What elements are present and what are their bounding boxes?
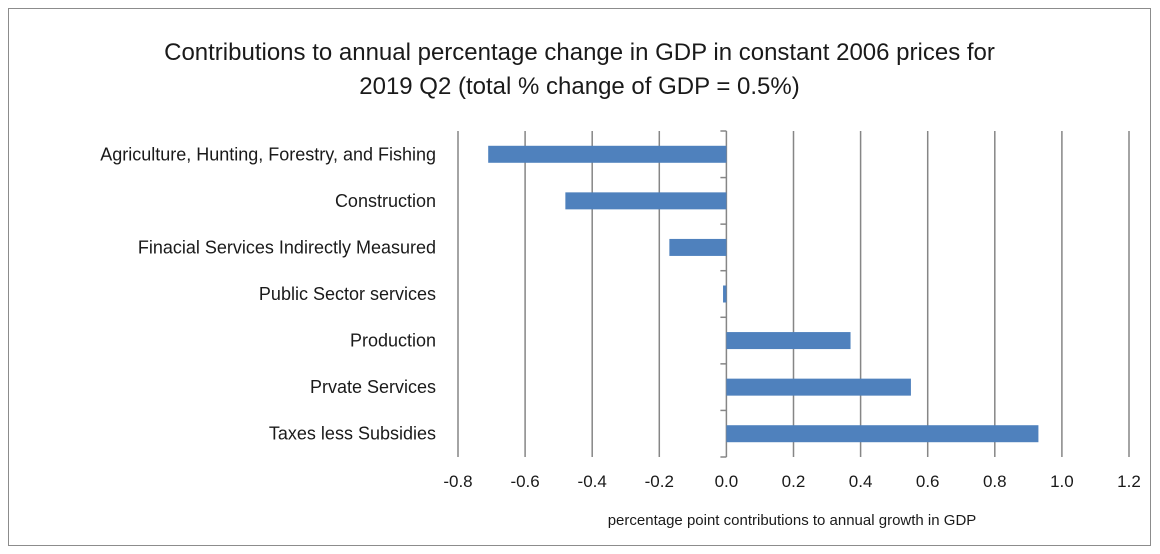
bar — [488, 145, 727, 163]
x-tick-label: -0.2 — [645, 472, 674, 491]
x-tick-labels: -0.8 -0.6 -0.4 -0.2 0.0 0.2 0.4 0.6 0.8 1.0 1.2 — [443, 472, 1140, 491]
x-tick-label: 0.2 — [782, 472, 806, 491]
x-tick-label: 1.0 — [1050, 472, 1074, 491]
gridlines — [457, 131, 1130, 457]
chart-frame: Contributions to annual percentage chang… — [8, 8, 1151, 546]
bar — [723, 285, 727, 303]
bars — [488, 145, 1039, 443]
category-labels: Agriculture, Hunting, Forestry, and Fish… — [100, 144, 436, 443]
category-axis — [720, 130, 728, 458]
chart-title-line-2: 2019 Q2 (total % change of GDP = 0.5%) — [359, 73, 800, 100]
category-label: Production — [350, 331, 436, 351]
x-tick-label: -0.8 — [443, 472, 472, 491]
bar — [726, 378, 911, 396]
category-label: Public Sector services — [259, 284, 436, 304]
category-label: Agriculture, Hunting, Forestry, and Fish… — [100, 144, 436, 164]
x-tick-label: -0.4 — [578, 472, 607, 491]
category-label: Taxes less Subsidies — [269, 424, 436, 444]
bar — [669, 238, 727, 256]
bar — [565, 192, 727, 210]
x-tick-label: 0.8 — [983, 472, 1007, 491]
x-tick-label: 0.4 — [849, 472, 873, 491]
category-label: Prvate Services — [310, 377, 436, 397]
x-tick-label: -0.6 — [510, 472, 539, 491]
category-label: Finacial Services Indirectly Measured — [138, 237, 436, 257]
chart-title-line-1: Contributions to annual percentage chang… — [164, 39, 995, 66]
category-label: Construction — [335, 191, 436, 211]
x-tick-label: 0.6 — [916, 472, 940, 491]
x-tick-label: 0.0 — [715, 472, 739, 491]
x-tick-label: 1.2 — [1117, 472, 1141, 491]
bar — [726, 425, 1039, 443]
bar — [726, 332, 851, 350]
x-axis-title: percentage point contributions to annual… — [608, 512, 977, 529]
